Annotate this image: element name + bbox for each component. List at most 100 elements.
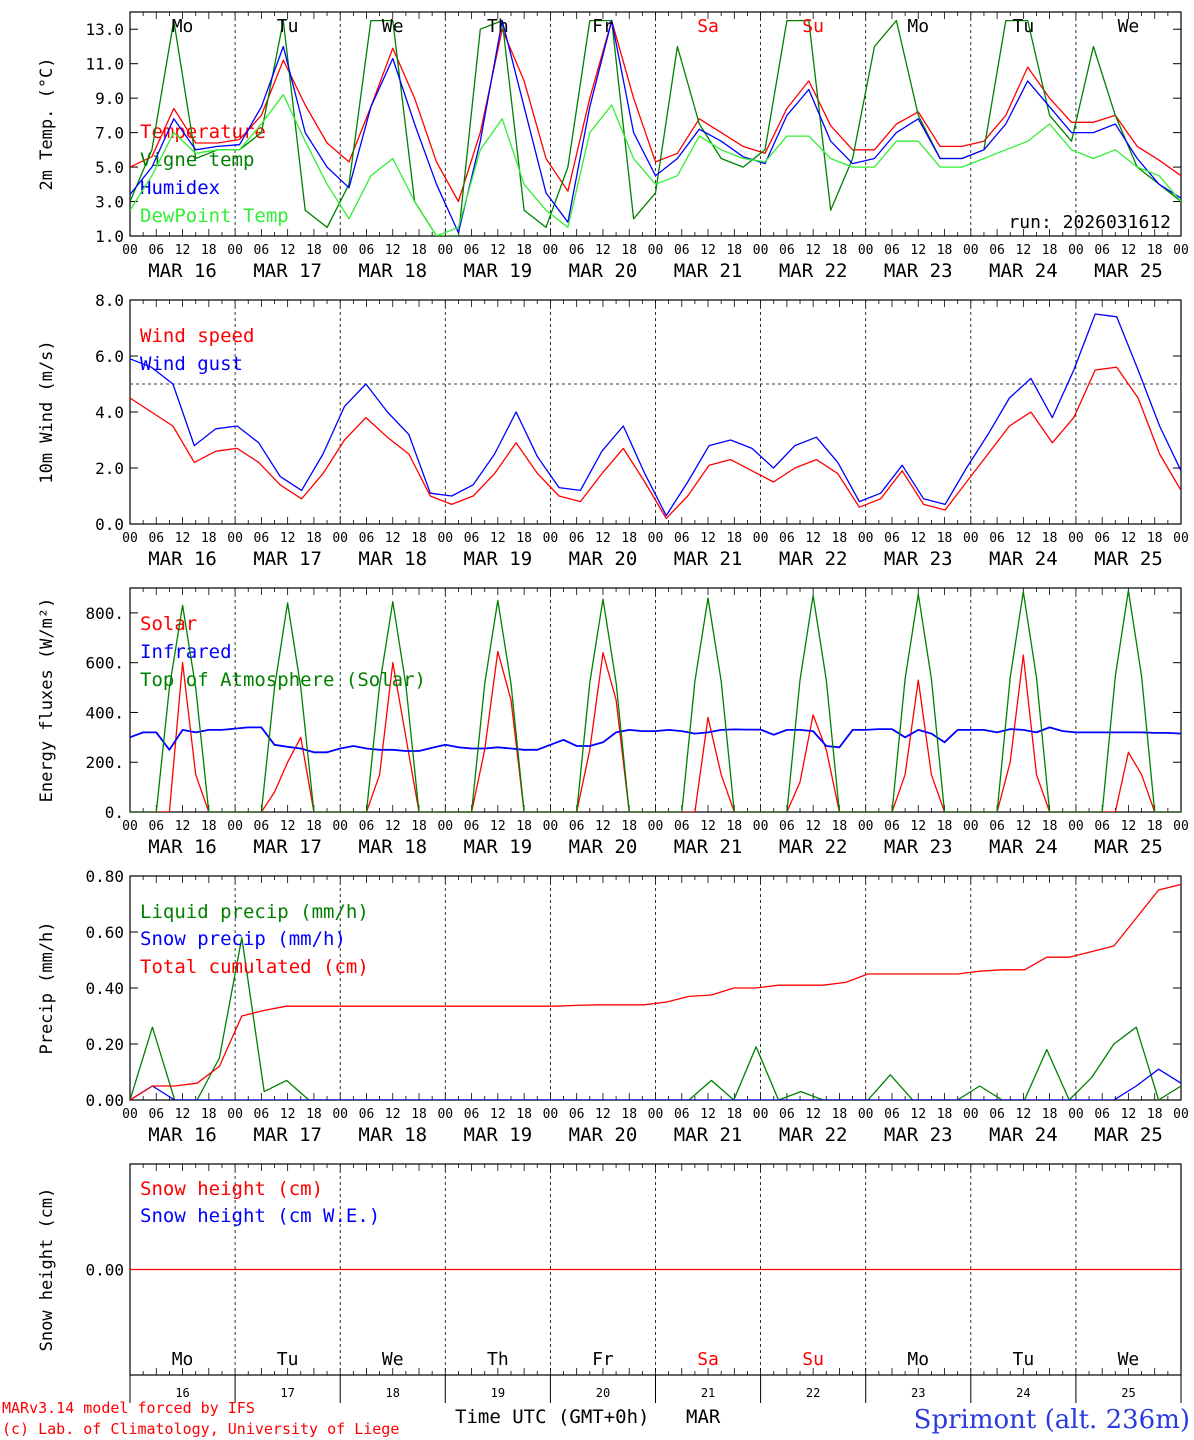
snow-panel: 0.00 Snow height (cm) Snow height (cm) Snow… (37, 1163, 1182, 1376)
y-tick-label: 8.0 (95, 291, 124, 310)
hour-label: 12 (595, 531, 611, 546)
weekday-label: We (382, 16, 404, 37)
hour-label: 00 (1173, 531, 1189, 546)
day-number: 23 (911, 1386, 925, 1400)
hour-label: 06 (148, 243, 164, 258)
date-label: MAR 24 (989, 836, 1058, 858)
hour-label: 18 (1147, 1107, 1163, 1122)
date-label: MAR 23 (884, 260, 953, 282)
hour-label: 12 (595, 243, 611, 258)
weekday-label: Mo (172, 1349, 194, 1370)
date-label: MAR 25 (1094, 1124, 1163, 1146)
hour-label: 18 (1042, 819, 1058, 834)
date-label: MAR 19 (464, 836, 533, 858)
hour-label: 00 (543, 531, 559, 546)
hour-label: 00 (858, 531, 874, 546)
hour-label: 00 (753, 1107, 769, 1122)
wind-panel: 0.0 2.0 4.0 6.0 8.0 10m Wind (m/s) Wind speed W… (37, 291, 1189, 570)
hour-label: 06 (359, 531, 375, 546)
y-tick-label: 2.0 (95, 459, 124, 478)
hour-label: 00 (753, 531, 769, 546)
hour-label: 18 (937, 243, 953, 258)
date-label: MAR 22 (779, 1124, 848, 1146)
hour-label: 12 (385, 531, 401, 546)
hour-label: 06 (569, 819, 585, 834)
hour-label: 00 (963, 531, 979, 546)
series-line-top-of-atmosphere-solar- (130, 589, 1181, 812)
weekday-label: Mo (907, 16, 929, 37)
day-number: 18 (386, 1386, 400, 1400)
hour-label: 12 (490, 819, 506, 834)
series-line-dewpoint-temp (130, 94, 1181, 236)
hour-label: 12 (280, 819, 296, 834)
weekday-label: Su (802, 16, 824, 37)
y-tick-label: 0.20 (85, 1035, 124, 1054)
hour-label: 06 (779, 819, 795, 834)
weekday-label: Th (487, 16, 509, 37)
legend-entry: Snow precip (mm/h) (140, 928, 346, 950)
y-tick-label: 9.0 (95, 89, 124, 108)
date-label: MAR 19 (464, 548, 533, 570)
hour-label: 00 (122, 531, 138, 546)
hour-label: 00 (122, 243, 138, 258)
hour-label: 06 (254, 243, 270, 258)
hour-label: 00 (332, 243, 348, 258)
weekday-label: Th (487, 1349, 509, 1370)
y-tick-label: 0.60 (85, 923, 124, 942)
y-tick-label: 1.0 (95, 227, 124, 246)
weekday-label: Mo (172, 16, 194, 37)
hour-label: 12 (595, 819, 611, 834)
month-label: MAR (686, 1406, 721, 1428)
hour-label: 06 (1094, 531, 1110, 546)
hour-label: 00 (332, 531, 348, 546)
hour-label: 00 (648, 819, 664, 834)
day-number: 20 (596, 1386, 610, 1400)
hour-label: 18 (1042, 243, 1058, 258)
hour-label: 18 (516, 243, 532, 258)
weekday-label: Sa (697, 1349, 719, 1370)
hour-label: 06 (779, 243, 795, 258)
hour-label: 00 (227, 1107, 243, 1122)
series-line-vigne-temp (130, 19, 1181, 236)
hour-label: 12 (700, 819, 716, 834)
series-line-wind-gust (130, 313, 1181, 517)
date-label: MAR 20 (569, 836, 638, 858)
hour-label: 18 (726, 243, 742, 258)
hour-label: 12 (805, 819, 821, 834)
hour-label: 00 (858, 243, 874, 258)
weekday-label: Su (802, 1349, 824, 1370)
date-label: MAR 18 (358, 260, 427, 282)
hour-label: 18 (516, 1107, 532, 1122)
date-label: MAR 20 (569, 1124, 638, 1146)
model-credit: MARv3.14 model forced by IFS (2, 1399, 255, 1417)
date-label: MAR 17 (253, 260, 322, 282)
hour-label: 12 (1121, 1107, 1137, 1122)
hour-label: 12 (595, 1107, 611, 1122)
weekday-label: Sa (697, 16, 719, 37)
hour-label: 00 (858, 1107, 874, 1122)
hour-label: 18 (621, 819, 637, 834)
temperature-frame (129, 11, 1182, 237)
y-tick-label: 4.0 (95, 403, 124, 422)
hour-label: 18 (1147, 531, 1163, 546)
hour-label: 06 (884, 819, 900, 834)
y-tick-label: 7.0 (95, 124, 124, 143)
legend-entry: DewPoint Temp (140, 205, 289, 227)
hour-label: 06 (779, 1107, 795, 1122)
y-tick-label: 800. (85, 604, 124, 623)
hour-label: 06 (464, 243, 480, 258)
hour-label: 06 (148, 531, 164, 546)
hour-label: 18 (201, 1107, 217, 1122)
hour-label: 06 (884, 243, 900, 258)
hour-label: 00 (437, 531, 453, 546)
hour-label: 18 (726, 819, 742, 834)
hour-label: 00 (227, 819, 243, 834)
date-label: MAR 25 (1094, 836, 1163, 858)
hour-label: 06 (359, 243, 375, 258)
hour-label: 12 (910, 1107, 926, 1122)
hour-label: 06 (989, 819, 1005, 834)
y-tick-label: 200. (85, 753, 124, 772)
hour-label: 12 (490, 531, 506, 546)
date-label: MAR 23 (884, 1124, 953, 1146)
legend-entry: Liquid precip (mm/h) (140, 901, 369, 923)
